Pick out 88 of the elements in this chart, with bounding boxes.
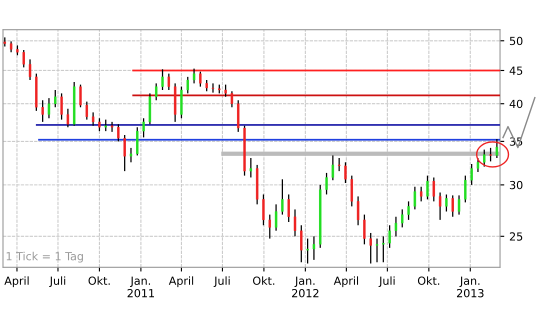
y-tick-label: 50	[510, 36, 522, 46]
candlestick	[294, 208, 296, 237]
candlestick	[60, 92, 63, 120]
candlestick	[41, 100, 44, 123]
x-tick-label: Okt.	[418, 276, 440, 285]
candlestick	[350, 175, 354, 207]
candlestick	[388, 224, 391, 248]
x-tick-label: Okt.	[88, 276, 110, 285]
x-tick-label: Okt.	[253, 276, 274, 285]
candlestick	[212, 82, 214, 94]
candlestick	[22, 49, 25, 68]
candlestick	[394, 216, 398, 237]
candlestick	[16, 44, 19, 56]
candlestick	[218, 84, 221, 94]
candlestick	[123, 134, 126, 172]
candlestick	[48, 98, 50, 119]
candlestick	[130, 147, 132, 163]
candlestick	[420, 186, 422, 202]
candlestick	[199, 71, 202, 88]
candlestick	[230, 90, 234, 108]
candlestick	[92, 112, 94, 126]
candlestick	[489, 147, 492, 162]
candlestick	[274, 204, 278, 232]
candlestick	[470, 163, 473, 186]
candlestick	[161, 68, 164, 91]
candlestick	[382, 236, 385, 263]
x-tick-label: Jan. 2012	[292, 276, 318, 298]
candlestick	[338, 157, 340, 172]
candlestick	[483, 148, 486, 168]
candlestick	[325, 172, 328, 196]
x-tick-label: April	[334, 276, 358, 288]
candlestick	[250, 157, 252, 178]
candlestick	[464, 175, 467, 203]
candlestick	[136, 126, 139, 156]
candlestick	[110, 121, 114, 133]
candlestick	[332, 154, 334, 181]
candlestick	[452, 194, 454, 218]
candlestick	[98, 118, 101, 132]
candlestick	[458, 194, 460, 216]
candlestick	[376, 238, 378, 263]
candlestick	[401, 208, 404, 228]
candlestick	[86, 100, 88, 120]
x-tick-label: April	[168, 276, 194, 288]
candlestick	[154, 82, 158, 101]
x-tick-label: Juli	[378, 276, 395, 287]
x-tick-label: Juli	[214, 276, 230, 287]
candlestick	[369, 232, 372, 264]
x-tick-label: Juli	[49, 276, 66, 287]
candlestick	[104, 119, 107, 132]
y-tick-label: 40	[510, 100, 522, 108]
candlestick	[445, 194, 448, 212]
candlestick	[268, 214, 271, 240]
y-tick-label: 30	[510, 180, 522, 190]
candlestick	[168, 73, 170, 91]
x-tick-label: Jan. 2013	[456, 276, 484, 298]
candlestick	[426, 175, 429, 200]
candlestick	[476, 157, 480, 173]
candlestick	[356, 196, 360, 226]
annotation: 1 Tick = 1 Tag	[6, 252, 83, 263]
x-tick-label: April	[4, 276, 29, 288]
candlestick	[186, 76, 189, 94]
candlestick	[224, 84, 227, 98]
candlestick	[117, 124, 120, 142]
candlestick	[407, 200, 410, 221]
candlestick	[4, 36, 6, 48]
candlestick	[496, 138, 498, 159]
candlestick	[287, 194, 290, 223]
y-tick-label: 45	[510, 66, 522, 75]
candlestick	[414, 186, 416, 210]
candlestick	[205, 79, 208, 92]
candlestick	[66, 108, 70, 128]
candlestick	[192, 68, 196, 84]
candlestick	[312, 236, 316, 260]
candlestick	[363, 214, 366, 245]
candlestick	[300, 224, 303, 263]
candlestick	[344, 162, 347, 184]
candlestick	[281, 178, 284, 216]
candlestick	[10, 40, 12, 53]
candlestick	[432, 176, 436, 202]
y-tick-label: 25	[510, 232, 522, 241]
candlestick	[262, 194, 265, 226]
candlestick	[438, 192, 442, 221]
candlestick	[79, 84, 82, 108]
candlestick	[306, 238, 309, 264]
candlestick	[54, 89, 56, 108]
candlestick	[28, 58, 32, 81]
candlestick	[142, 118, 145, 138]
x-tick-label: Jan. 2011	[128, 276, 154, 298]
